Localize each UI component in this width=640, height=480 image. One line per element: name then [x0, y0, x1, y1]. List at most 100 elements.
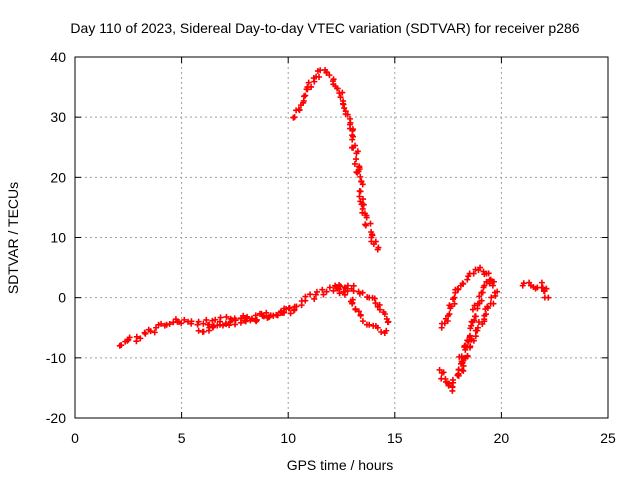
data-point — [188, 320, 195, 327]
data-point — [351, 160, 358, 167]
data-point — [446, 311, 453, 318]
data-point — [336, 290, 343, 297]
data-point — [445, 382, 452, 389]
data-point — [133, 333, 140, 340]
data-point — [357, 311, 364, 318]
data-point — [451, 300, 458, 307]
data-point — [142, 330, 149, 337]
data-point — [464, 352, 471, 359]
data-point — [124, 337, 131, 344]
data-point — [283, 306, 290, 313]
data-point — [359, 181, 366, 188]
data-point — [464, 276, 471, 283]
data-point — [151, 329, 158, 336]
data-point — [118, 342, 125, 349]
data-point — [353, 150, 360, 157]
data-point — [362, 221, 369, 228]
x-tick-label: 5 — [178, 430, 186, 446]
data-point — [350, 144, 357, 151]
data-point — [344, 287, 351, 294]
data-point — [195, 327, 202, 334]
data-point — [313, 288, 320, 295]
data-point — [467, 343, 474, 350]
y-tick-label: -10 — [46, 350, 66, 366]
data-point — [494, 288, 501, 295]
data-point — [374, 324, 381, 331]
data-point — [323, 288, 330, 295]
x-tick-label: 0 — [71, 430, 79, 446]
data-point — [520, 280, 527, 287]
data-point — [337, 283, 344, 290]
data-point — [460, 367, 467, 374]
data-point — [326, 72, 333, 79]
data-point — [337, 94, 344, 101]
data-point — [545, 294, 552, 301]
data-point — [471, 302, 478, 309]
data-point — [459, 360, 466, 367]
data-point — [442, 315, 449, 322]
data-point — [357, 173, 364, 180]
data-point — [436, 366, 443, 373]
data-point — [359, 289, 366, 296]
data-point — [334, 85, 341, 92]
data-point — [460, 281, 467, 288]
data-point — [454, 285, 461, 292]
data-point — [341, 291, 348, 298]
x-tick-label: 15 — [387, 430, 403, 446]
data-point — [209, 317, 216, 324]
data-point — [287, 310, 294, 317]
data-point — [376, 306, 383, 313]
data-point — [450, 379, 457, 386]
data-point — [227, 318, 234, 325]
data-point — [178, 320, 185, 327]
data-point — [344, 282, 351, 289]
data-point — [259, 312, 266, 319]
data-point — [539, 284, 546, 291]
data-point — [362, 222, 369, 229]
data-point — [158, 320, 165, 327]
data-point — [344, 111, 351, 118]
data-point — [240, 312, 247, 319]
y-tick-label: 40 — [50, 49, 66, 65]
data-point — [305, 79, 312, 86]
data-point — [381, 310, 388, 317]
data-point — [341, 284, 348, 291]
data-point — [126, 334, 133, 341]
data-point — [483, 278, 490, 285]
data-point — [263, 309, 270, 316]
data-point — [476, 293, 483, 300]
data-point — [467, 332, 474, 339]
data-point — [356, 193, 363, 200]
data-point — [147, 328, 154, 335]
data-point — [475, 319, 482, 326]
data-point — [330, 287, 337, 294]
x-tick-label: 10 — [280, 430, 296, 446]
y-tick-label: 10 — [50, 230, 66, 246]
data-point — [484, 303, 491, 310]
data-point — [319, 286, 326, 293]
x-tick-label: 20 — [494, 430, 510, 446]
grid — [75, 57, 608, 418]
data-point — [455, 366, 462, 373]
data-point — [311, 295, 318, 302]
data-point — [248, 315, 255, 322]
data-point — [481, 282, 488, 289]
y-tick-label: 20 — [50, 169, 66, 185]
data-point — [353, 156, 360, 163]
data-point — [455, 372, 462, 379]
data-point — [490, 278, 497, 285]
y-axis: -20 -10 0 10 20 30 40 — [46, 49, 608, 426]
data-point — [200, 320, 207, 327]
data-point — [352, 306, 359, 313]
data-point — [330, 81, 337, 88]
data-point — [470, 337, 477, 344]
data-point — [363, 212, 370, 219]
data-point — [244, 313, 251, 320]
data-point — [356, 188, 363, 195]
data-point — [370, 241, 377, 248]
data-point — [485, 270, 492, 277]
data-point — [308, 83, 315, 90]
data-point — [538, 279, 545, 286]
data-point — [472, 313, 479, 320]
